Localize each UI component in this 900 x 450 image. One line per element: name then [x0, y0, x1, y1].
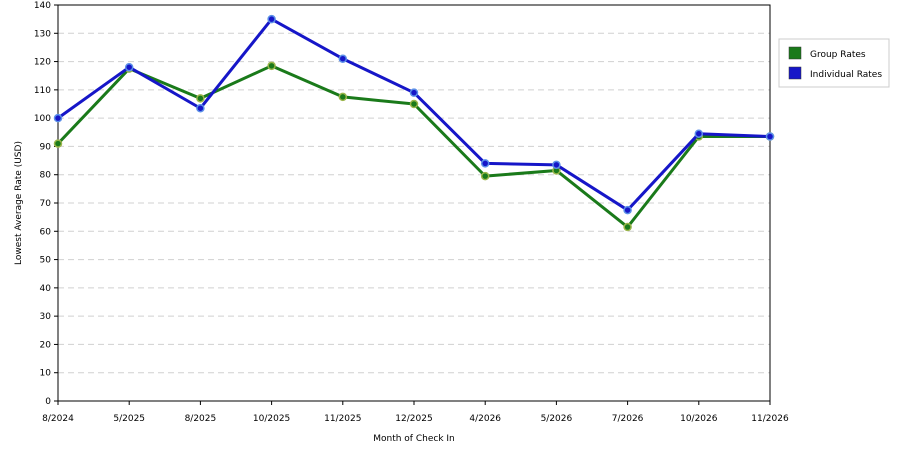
data-point-group-rates: [53, 139, 63, 148]
data-point-individual-rates: [694, 129, 704, 138]
x-tick-label: 11/2026: [751, 414, 789, 424]
y-axis-title: Lowest Average Rate (USD): [14, 141, 24, 265]
data-point-individual-rates: [765, 132, 775, 141]
data-point-group-rates: [267, 61, 276, 71]
data-point-individual-rates: [53, 113, 63, 123]
axes: 0 10 20 30 40 50 60 70 80 90 100 110 120 130 140 8/2024…: [34, 1, 789, 424]
x-tick-label: 10/2026: [680, 414, 718, 424]
data-point-individual-rates: [267, 14, 276, 24]
legend-label-group-rates: Group Rates: [810, 50, 866, 60]
data-point-individual-rates: [124, 62, 134, 72]
y-tick-label: 100: [34, 114, 51, 124]
y-tick-label: 20: [40, 340, 52, 350]
legend: Group Rates Individual Rates: [778, 38, 890, 88]
data-point-individual-rates: [480, 159, 490, 168]
y-tick-label: 40: [40, 284, 52, 294]
x-tick-label: 7/2026: [612, 414, 644, 424]
data-point-individual-rates: [623, 205, 632, 215]
y-tick-label: 120: [34, 58, 51, 68]
y-tick-label: 140: [34, 1, 51, 11]
series: [53, 14, 775, 232]
series-individual-rates: [53, 14, 775, 215]
x-tick-label: 5/2025: [113, 414, 145, 424]
legend-swatch-group-rates: [788, 46, 802, 60]
data-point-individual-rates: [196, 103, 205, 113]
x-tick-label: 5/2026: [541, 414, 573, 424]
x-tick-label: 12/2025: [395, 414, 432, 424]
x-tick-label: 11/2025: [324, 414, 361, 424]
y-tick-label: 30: [40, 312, 52, 322]
legend-swatch-individual-rates: [788, 66, 802, 80]
y-tick-label: 10: [40, 369, 52, 379]
x-tick-label: 8/2024: [42, 414, 74, 424]
data-point-group-rates: [409, 99, 419, 109]
y-tick-label: 0: [45, 397, 51, 407]
data-point-group-rates: [623, 222, 632, 232]
data-point-group-rates: [338, 92, 348, 102]
data-point-individual-rates: [409, 88, 419, 97]
legend-label-individual-rates: Individual Rates: [810, 70, 882, 80]
y-tick-label: 110: [34, 86, 51, 96]
x-tick-label: 8/2025: [185, 414, 217, 424]
data-point-individual-rates: [552, 160, 561, 170]
y-tick-label: 60: [40, 227, 52, 237]
x-tick-label: 4/2026: [469, 414, 501, 424]
y-tick-label: 130: [34, 29, 51, 39]
data-point-group-rates: [196, 94, 205, 103]
y-tick-label: 70: [40, 199, 52, 209]
y-tick-label: 80: [40, 171, 52, 181]
y-tick-label: 90: [40, 142, 52, 152]
grid: [58, 32, 770, 374]
x-axis-title: Month of Check In: [373, 434, 455, 444]
data-point-group-rates: [480, 171, 490, 181]
y-tick-label: 50: [40, 256, 52, 266]
x-tick-label: 10/2025: [253, 414, 290, 424]
data-point-individual-rates: [338, 54, 348, 63]
